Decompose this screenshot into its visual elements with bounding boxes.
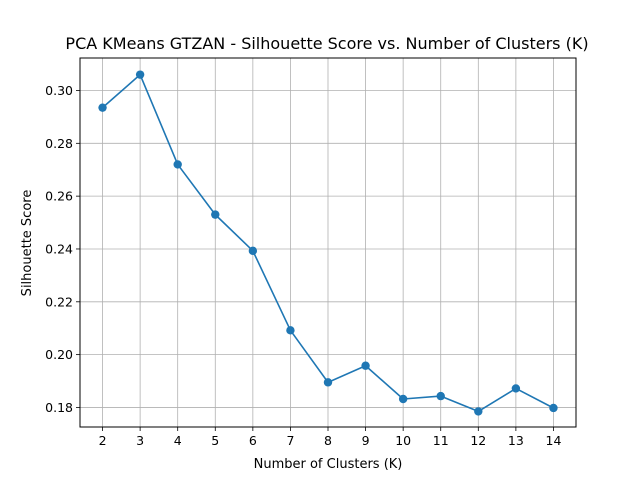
y-axis-ticks: 0.18 0.20 0.22 0.24 0.26 0.28 0.30 [45, 83, 80, 415]
x-tick-label: 11 [433, 433, 449, 448]
x-axis-ticks: 2 3 4 5 6 7 8 9 10 11 12 13 14 [99, 427, 562, 448]
x-tick-label: 4 [174, 433, 182, 448]
x-tick-label: 14 [546, 433, 562, 448]
x-tick-label: 13 [508, 433, 524, 448]
data-point [248, 246, 258, 256]
y-tick-label: 0.26 [45, 189, 73, 204]
y-tick-label: 0.18 [45, 400, 73, 415]
data-point [398, 394, 408, 404]
x-tick-label: 6 [249, 433, 257, 448]
y-tick-label: 0.22 [45, 294, 73, 309]
data-point [211, 210, 220, 219]
chart-title: PCA KMeans GTZAN - Silhouette Score vs. … [65, 34, 588, 53]
data-point [361, 361, 370, 370]
data-point [474, 407, 483, 416]
x-tick-label: 3 [136, 433, 144, 448]
plot-frame [79, 57, 577, 428]
grid [80, 58, 576, 427]
x-axis-label: Number of Clusters (K) [254, 457, 403, 472]
data-point [436, 391, 445, 401]
y-tick-label: 0.20 [45, 347, 73, 362]
x-tick-label: 2 [99, 433, 107, 448]
data-point [173, 160, 182, 169]
x-tick-label: 9 [362, 433, 370, 448]
data-point [549, 403, 558, 413]
x-tick-label: 7 [286, 433, 294, 448]
data-series [98, 70, 558, 416]
data-point [98, 103, 107, 112]
y-tick-label: 0.24 [45, 241, 73, 256]
data-point [286, 326, 295, 335]
x-tick-label: 5 [211, 433, 219, 448]
y-tick-label: 0.30 [45, 83, 73, 98]
data-point [323, 378, 333, 387]
y-tick-label: 0.28 [45, 136, 73, 151]
data-point [135, 70, 145, 79]
y-axis-label: Silhouette Score [20, 190, 35, 297]
x-tick-label: 12 [470, 433, 486, 448]
data-point [511, 384, 521, 393]
x-tick-label: 8 [324, 433, 332, 448]
x-tick-label: 10 [395, 433, 411, 448]
